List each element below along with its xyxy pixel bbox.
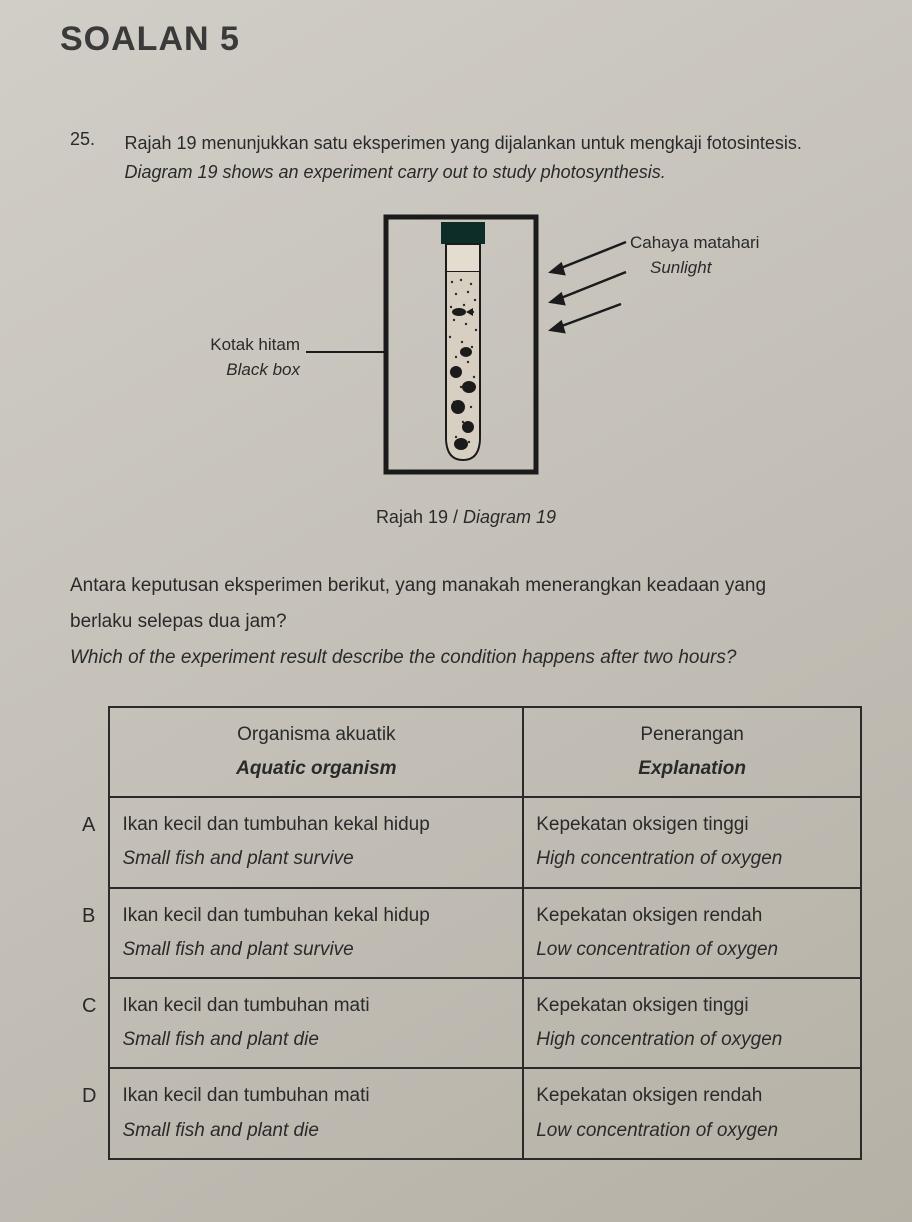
c2-en: Low concentration of oxygen <box>536 939 778 960</box>
option-col1: Ikan kecil dan tumbuhan kekal hidup Smal… <box>109 797 523 887</box>
question-text: Rajah 19 menunjukkan satu eksperimen yan… <box>124 129 856 187</box>
c1-en: Small fish and plant die <box>122 1029 318 1050</box>
left-label-ms: Kotak hitam <box>210 335 300 354</box>
col2-en: Explanation <box>638 758 746 779</box>
col1-en: Aquatic organism <box>236 758 396 779</box>
c1-ms: Ikan kecil dan tumbuhan mati <box>122 1085 369 1106</box>
page-header: SOALAN 5 <box>60 20 862 59</box>
option-col2: Kepekatan oksigen tinggi High concentrat… <box>523 797 861 887</box>
c1-ms: Ikan kecil dan tumbuhan mati <box>122 995 369 1016</box>
c2-ms: Kepekatan oksigen rendah <box>536 1085 762 1106</box>
c2-en: Low concentration of oxygen <box>536 1120 778 1141</box>
diagram-label-right: Cahaya matahari Sunlight <box>630 230 759 281</box>
c2-en: High concentration of oxygen <box>536 848 782 869</box>
caption-en: Diagram 19 <box>463 507 556 527</box>
caption-ms: Rajah 19 / <box>376 507 463 527</box>
table-row[interactable]: A Ikan kecil dan tumbuhan kekal hidup Sm… <box>70 797 861 887</box>
option-label: C <box>70 978 109 1068</box>
option-label: B <box>70 888 109 978</box>
sunlight-arrows-icon <box>551 242 626 332</box>
col1-header: Organisma akuatik Aquatic organism <box>109 707 523 797</box>
option-col1: Ikan kecil dan tumbuhan kekal hidup Smal… <box>109 888 523 978</box>
subq-ms-1: Antara keputusan eksperimen berikut, yan… <box>70 575 766 596</box>
right-label-ms: Cahaya matahari <box>630 233 759 252</box>
c1-ms: Ikan kecil dan tumbuhan kekal hidup <box>122 905 429 926</box>
question-en: Diagram 19 shows an experiment carry out… <box>124 162 665 182</box>
right-label-en: Sunlight <box>650 258 711 277</box>
table-row[interactable]: C Ikan kecil dan tumbuhan mati Small fis… <box>70 978 861 1068</box>
options-table: Organisma akuatik Aquatic organism Pener… <box>70 706 862 1160</box>
question-block: 25. Rajah 19 menunjukkan satu eksperimen… <box>70 129 862 187</box>
c1-en: Small fish and plant survive <box>122 939 353 960</box>
diagram: Kotak hitam Black box Cahaya matahari Su… <box>70 212 862 492</box>
table-row[interactable]: B Ikan kecil dan tumbuhan kekal hidup Sm… <box>70 888 861 978</box>
subq-en: Which of the experiment result describe … <box>70 647 736 668</box>
subq-ms-2: berlaku selepas dua jam? <box>70 611 287 632</box>
table-row[interactable]: D Ikan kecil dan tumbuhan mati Small fis… <box>70 1068 861 1158</box>
col1-ms: Organisma akuatik <box>237 724 395 745</box>
option-label: A <box>70 797 109 887</box>
c1-en: Small fish and plant survive <box>122 848 353 869</box>
diagram-svg <box>286 212 646 482</box>
option-col2: Kepekatan oksigen tinggi High concentrat… <box>523 978 861 1068</box>
diagram-label-left: Kotak hitam Black box <box>180 332 300 383</box>
c2-en: High concentration of oxygen <box>536 1029 782 1050</box>
question-number: 25. <box>70 129 120 150</box>
option-col2: Kepekatan oksigen rendah Low concentrati… <box>523 888 861 978</box>
table-header-row: Organisma akuatik Aquatic organism Pener… <box>70 707 861 797</box>
page: SOALAN 5 25. Rajah 19 menunjukkan satu e… <box>0 0 912 1222</box>
c2-ms: Kepekatan oksigen tinggi <box>536 995 748 1016</box>
c2-ms: Kepekatan oksigen rendah <box>536 905 762 926</box>
option-col1: Ikan kecil dan tumbuhan mati Small fish … <box>109 978 523 1068</box>
option-col1: Ikan kecil dan tumbuhan mati Small fish … <box>109 1068 523 1158</box>
col2-ms: Penerangan <box>640 724 744 745</box>
left-label-en: Black box <box>226 360 300 379</box>
test-tube-icon <box>441 222 485 460</box>
c2-ms: Kepekatan oksigen tinggi <box>536 814 748 835</box>
option-label: D <box>70 1068 109 1158</box>
diagram-caption: Rajah 19 / Diagram 19 <box>70 507 862 528</box>
blank-header <box>70 707 109 797</box>
c1-ms: Ikan kecil dan tumbuhan kekal hidup <box>122 814 429 835</box>
col2-header: Penerangan Explanation <box>523 707 861 797</box>
c1-en: Small fish and plant die <box>122 1120 318 1141</box>
question-ms: Rajah 19 menunjukkan satu eksperimen yan… <box>124 133 801 153</box>
option-col2: Kepekatan oksigen rendah Low concentrati… <box>523 1068 861 1158</box>
subquestion: Antara keputusan eksperimen berikut, yan… <box>70 568 862 676</box>
